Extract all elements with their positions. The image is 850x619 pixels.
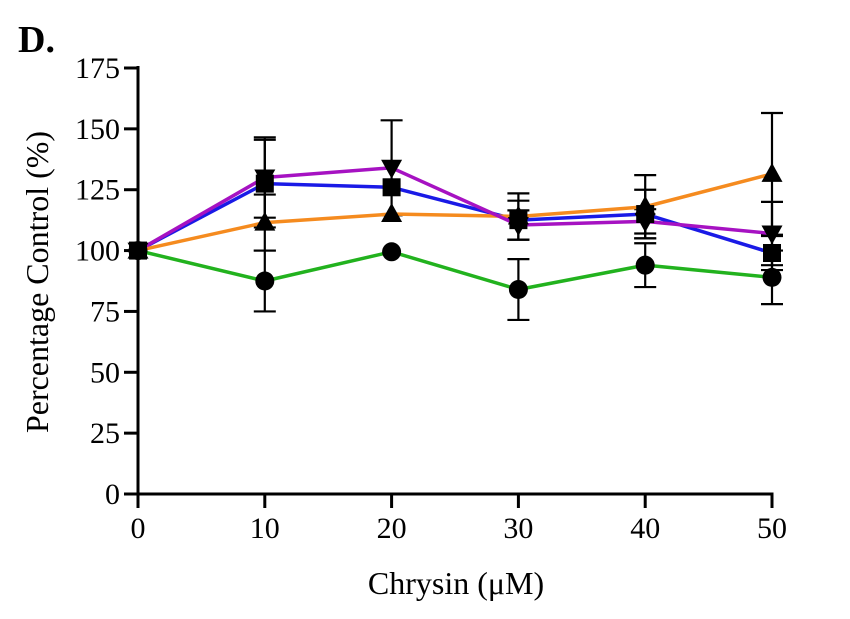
markers-triangle-up (127, 162, 783, 259)
series-line-square (137, 181, 773, 255)
y-tick-label: 75 (90, 295, 120, 328)
data-point (508, 280, 528, 300)
series-line-circle (137, 248, 773, 292)
data-point (761, 162, 783, 182)
x-axis-title: Chrysin (μM) (368, 565, 544, 601)
data-point (254, 211, 276, 231)
y-axis-title: Percentage Control (%) (19, 131, 55, 433)
y-tick-label: 50 (90, 356, 120, 389)
data-point (381, 203, 403, 223)
data-point (762, 267, 782, 287)
panel-label: D. (18, 19, 55, 61)
data-point (127, 242, 149, 262)
y-tick-label: 150 (75, 113, 120, 146)
x-tick-label: 50 (757, 512, 787, 545)
x-tick-label: 20 (377, 512, 407, 545)
data-point (634, 213, 656, 233)
y-tick-label: 25 (90, 417, 120, 450)
data-point (254, 169, 276, 189)
x-tick-label: 30 (503, 512, 533, 545)
data-point (507, 217, 529, 237)
series-line-triangle-down (137, 166, 773, 253)
x-tick-label: 10 (250, 512, 280, 545)
y-tick-label: 100 (75, 235, 120, 268)
y-tick-label: 0 (105, 478, 120, 511)
x-tick-label: 0 (131, 512, 146, 545)
data-point (634, 195, 656, 215)
data-point (255, 271, 275, 291)
x-tick-label: 40 (630, 512, 660, 545)
y-tick-label: 175 (75, 52, 120, 85)
data-point (381, 159, 403, 179)
y-tick-label: 125 (75, 174, 120, 207)
series-layer (127, 111, 783, 322)
data-point (763, 244, 781, 263)
data-point (635, 255, 655, 275)
series-line-triangle-up (137, 172, 773, 253)
data-point (761, 225, 783, 245)
markers-triangle-down (127, 159, 783, 262)
axes: 0 25 50 75 100 125 150 175 0 10 20 30 40 50 (75, 52, 787, 545)
data-point (382, 242, 402, 262)
data-point (382, 178, 401, 197)
markers-square (129, 174, 781, 263)
